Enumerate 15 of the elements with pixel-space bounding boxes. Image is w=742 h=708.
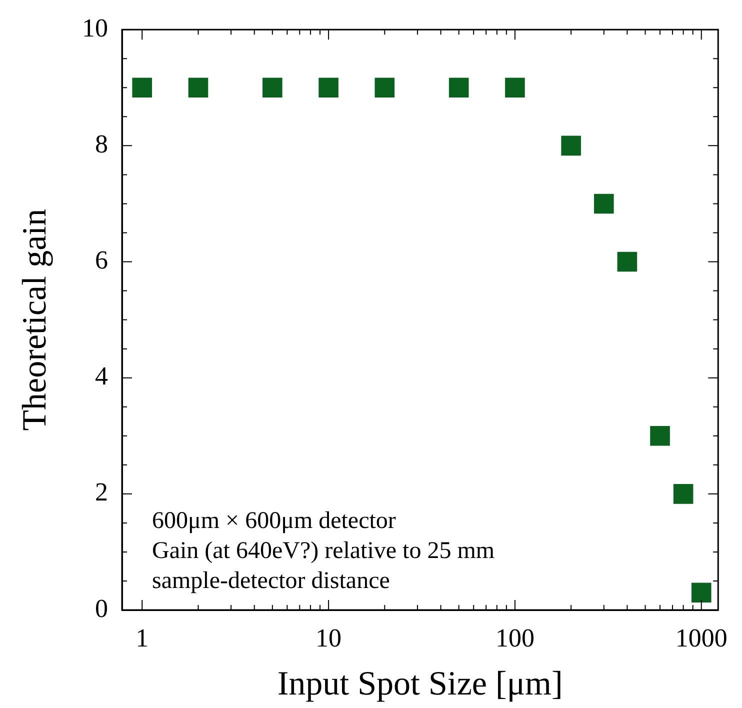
y-tick-label: 6 [95,246,108,275]
y-tick-label: 0 [95,594,108,623]
annotation: Gain (at 640eV?) relative to 25 mm [152,538,495,564]
y-axis-title: Theoretical gain [16,208,54,431]
x-tick-label: 10 [316,623,342,652]
x-axis-title: Input Spot Size [μm] [277,666,563,703]
y-tick-label: 8 [95,130,108,159]
y-tick-label: 10 [82,13,108,42]
annotation: sample-detector distance [152,568,390,594]
x-tick-label: 1000 [675,623,728,652]
x-tick-label: 1 [136,623,149,652]
x-tick-label: 100 [495,623,534,652]
y-tick-label: 2 [95,478,108,507]
y-tick-label: 4 [95,362,108,391]
annotation: 600μm × 600μm detector [152,508,396,534]
